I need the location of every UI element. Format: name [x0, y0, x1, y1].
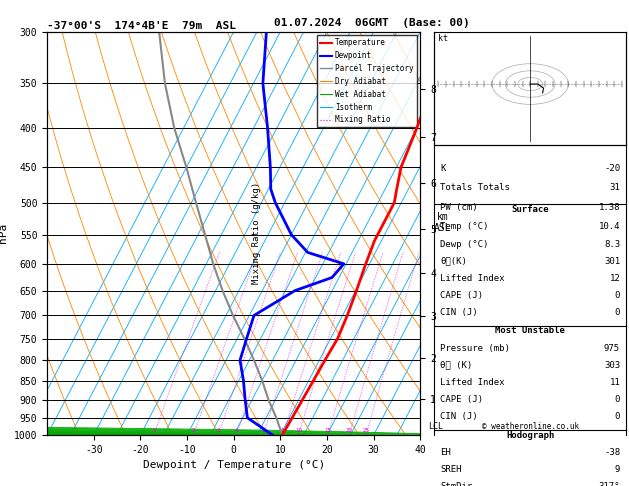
Text: 15: 15	[324, 428, 331, 433]
Text: StmDir: StmDir	[440, 482, 472, 486]
Text: 9: 9	[615, 465, 620, 474]
Text: K: K	[440, 164, 445, 173]
Text: 2: 2	[192, 428, 196, 433]
Text: 8.3: 8.3	[604, 240, 620, 248]
Text: 3: 3	[217, 428, 220, 433]
Text: 0: 0	[615, 395, 620, 404]
Text: -38: -38	[604, 448, 620, 457]
Text: 0: 0	[615, 291, 620, 300]
Text: Dewp (°C): Dewp (°C)	[440, 240, 489, 248]
Text: CIN (J): CIN (J)	[440, 412, 478, 421]
Y-axis label: km
ASL: km ASL	[434, 212, 452, 233]
Text: 0: 0	[615, 308, 620, 317]
Text: kt: kt	[438, 34, 448, 43]
Text: Lifted Index: Lifted Index	[440, 274, 504, 282]
Text: Surface: Surface	[511, 205, 549, 214]
Text: 317°: 317°	[599, 482, 620, 486]
Text: 25: 25	[363, 428, 370, 433]
Text: 1.38: 1.38	[599, 203, 620, 211]
Text: 303: 303	[604, 361, 620, 370]
Text: 12: 12	[610, 274, 620, 282]
Text: EH: EH	[440, 448, 451, 457]
Text: CAPE (J): CAPE (J)	[440, 291, 483, 300]
Text: 01.07.2024  06GMT  (Base: 00): 01.07.2024 06GMT (Base: 00)	[274, 18, 469, 29]
Text: Mixing Ratio (g/kg): Mixing Ratio (g/kg)	[252, 182, 261, 284]
Text: PW (cm): PW (cm)	[440, 203, 478, 211]
Legend: Temperature, Dewpoint, Parcel Trajectory, Dry Adiabat, Wet Adiabat, Isotherm, Mi: Temperature, Dewpoint, Parcel Trajectory…	[317, 35, 416, 127]
Text: SREH: SREH	[440, 465, 462, 474]
Text: -37°00'S  174°4B'E  79m  ASL: -37°00'S 174°4B'E 79m ASL	[47, 21, 236, 31]
Text: θᴇ(K): θᴇ(K)	[440, 257, 467, 265]
Text: 4: 4	[235, 428, 238, 433]
Text: CAPE (J): CAPE (J)	[440, 395, 483, 404]
Text: 6: 6	[262, 428, 265, 433]
Text: 0: 0	[615, 412, 620, 421]
Text: CIN (J): CIN (J)	[440, 308, 478, 317]
X-axis label: Dewpoint / Temperature (°C): Dewpoint / Temperature (°C)	[143, 460, 325, 470]
Text: 20: 20	[345, 428, 353, 433]
Text: © weatheronline.co.uk: © weatheronline.co.uk	[482, 422, 579, 431]
Text: Lifted Index: Lifted Index	[440, 378, 504, 387]
Text: Most Unstable: Most Unstable	[495, 326, 565, 335]
Text: Totals Totals: Totals Totals	[440, 183, 510, 192]
Text: 1: 1	[152, 428, 155, 433]
Text: θᴇ (K): θᴇ (K)	[440, 361, 472, 370]
Text: 31: 31	[610, 183, 620, 192]
Text: Temp (°C): Temp (°C)	[440, 223, 489, 231]
Text: -20: -20	[604, 164, 620, 173]
Text: LCL: LCL	[428, 422, 443, 431]
Text: 10: 10	[295, 428, 302, 433]
Text: Pressure (mb): Pressure (mb)	[440, 344, 510, 353]
Y-axis label: hPa: hPa	[0, 223, 8, 243]
Text: 10.4: 10.4	[599, 223, 620, 231]
Text: 975: 975	[604, 344, 620, 353]
Text: Hodograph: Hodograph	[506, 431, 554, 439]
Text: 11: 11	[610, 378, 620, 387]
Text: 8: 8	[281, 428, 284, 433]
Text: 301: 301	[604, 257, 620, 265]
